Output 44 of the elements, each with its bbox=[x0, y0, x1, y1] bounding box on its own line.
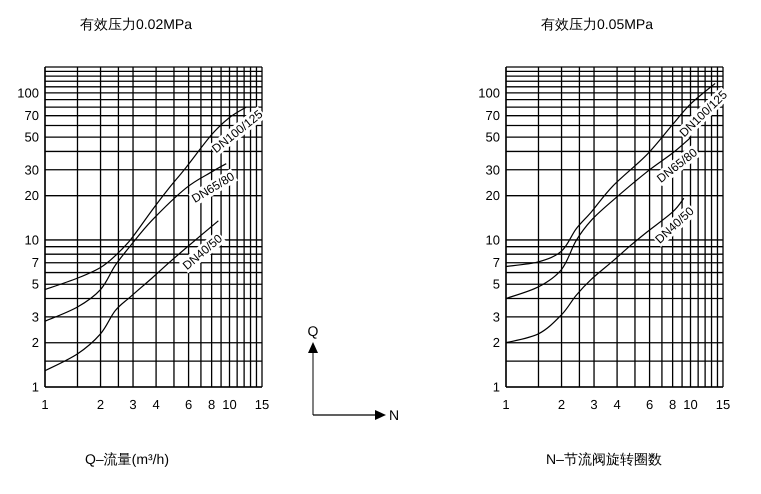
y-tick-label: 2 bbox=[32, 335, 39, 350]
x-tick-label: 2 bbox=[558, 397, 566, 412]
y-tick-label: 50 bbox=[486, 130, 500, 145]
chart-title: 有效压力0.02MPa bbox=[80, 16, 192, 32]
y-tick-label: 10 bbox=[24, 232, 39, 248]
x-tick-label: 15 bbox=[254, 397, 270, 412]
y-tick-label: 70 bbox=[24, 108, 39, 124]
x-tick-label: 3 bbox=[590, 397, 598, 412]
y-tick-label: 7 bbox=[32, 255, 39, 270]
x-tick-label: 1 bbox=[41, 397, 49, 412]
y-tick-label: 10 bbox=[486, 232, 500, 248]
x-tick-label: 8 bbox=[669, 397, 676, 412]
y-tick-label: 5 bbox=[32, 276, 39, 292]
x-tick-label: 4 bbox=[613, 397, 621, 412]
x-tick-label: 3 bbox=[129, 397, 137, 412]
chart-title: 有效压力0.05MPa bbox=[541, 16, 654, 32]
x-tick-label: 10 bbox=[683, 397, 698, 412]
y-tick-label: 1 bbox=[492, 380, 500, 394]
y-tick-label: 30 bbox=[24, 162, 39, 178]
y-tick-label: 3 bbox=[32, 309, 39, 324]
text: Q–流量(m³/h) bbox=[85, 451, 169, 467]
x-tick-label: 15 bbox=[716, 397, 730, 412]
y-tick-label: 100 bbox=[478, 85, 500, 100]
text: Q bbox=[308, 323, 319, 339]
y-tick-label: 50 bbox=[24, 130, 39, 145]
x-tick-label: 6 bbox=[646, 397, 654, 412]
x-tick-label: 10 bbox=[222, 397, 237, 412]
y-tick-label: 70 bbox=[486, 108, 500, 124]
y-tick-label: 100 bbox=[17, 85, 39, 100]
y-tick-label: 5 bbox=[492, 276, 500, 292]
y-tick-label: 20 bbox=[24, 188, 39, 204]
y-tick-label: 3 bbox=[492, 309, 500, 324]
y-tick-label: 1 bbox=[32, 380, 39, 394]
x-tick-label: 6 bbox=[184, 397, 192, 412]
y-tick-label: 2 bbox=[492, 335, 500, 350]
x-tick-label: 8 bbox=[208, 397, 216, 412]
x-tick-label: 4 bbox=[152, 397, 160, 412]
text: N bbox=[389, 407, 400, 423]
text: N–节流阀旋转圈数 bbox=[546, 451, 662, 467]
y-tick-label: 7 bbox=[492, 255, 500, 270]
x-tick-label: 1 bbox=[502, 397, 510, 412]
x-tick-label: 2 bbox=[96, 397, 104, 412]
y-tick-label: 30 bbox=[486, 162, 500, 178]
y-tick-label: 20 bbox=[486, 188, 500, 204]
